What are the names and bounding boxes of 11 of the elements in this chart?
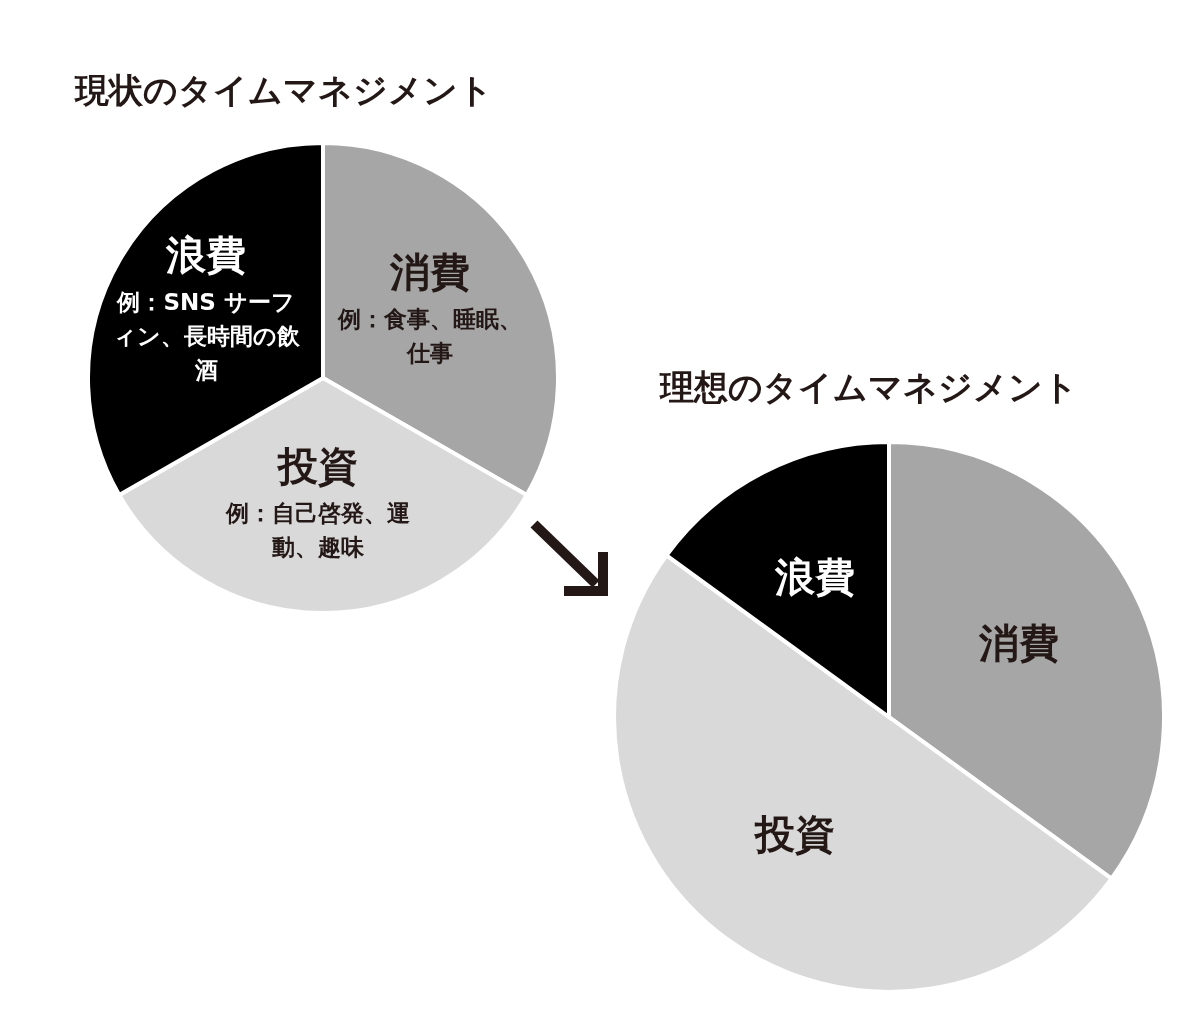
slice-label: 浪費 — [165, 231, 248, 281]
text: 例：自己啓発、運動、趣味 — [224, 499, 411, 563]
text: 例：SNS サーフィン、長時間の飲酒 — [111, 288, 301, 386]
slice-label: 投資 — [276, 442, 359, 492]
slice-label: 消費 — [977, 619, 1060, 669]
slice-label: 投資 — [753, 810, 837, 860]
slice-label: 消費 — [388, 248, 471, 298]
text: 例：食事、睡眠、仕事 — [336, 305, 523, 369]
slice-label: 浪費 — [774, 553, 857, 603]
chart-title: 理想のタイムマネジメント — [660, 366, 1078, 409]
chart-title: 現状のタイムマネジメント — [75, 69, 493, 112]
